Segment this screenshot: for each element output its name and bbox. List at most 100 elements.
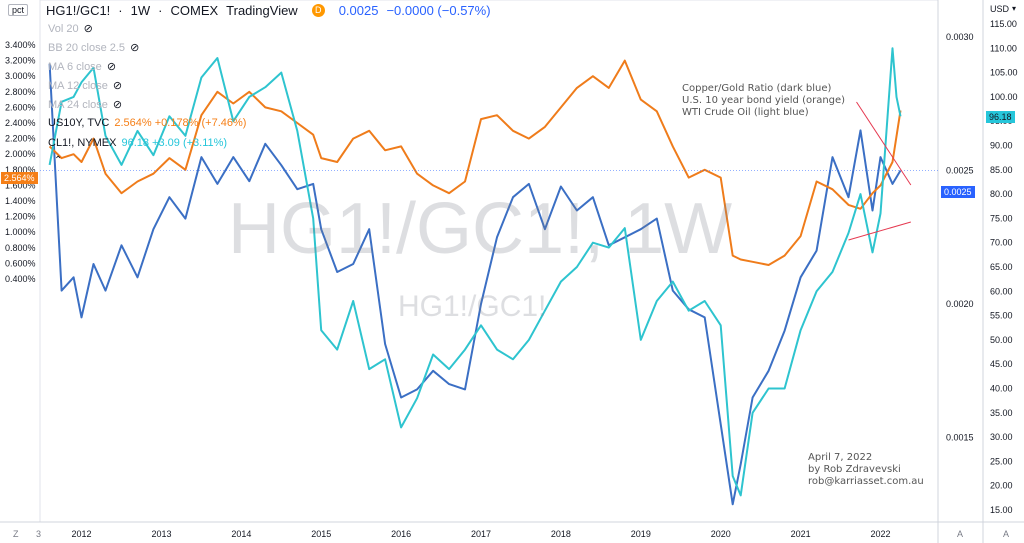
- x-axis-tick: 2019: [631, 529, 651, 539]
- left-axis-tick: 3.000%: [5, 71, 36, 81]
- annotation-line: rob@karriasset.com.au: [808, 476, 924, 487]
- eye-hidden-icon[interactable]: ⊘: [83, 23, 93, 35]
- collapse-legend-icon[interactable]: ⌃: [54, 155, 63, 166]
- header-price: 0.0025: [338, 3, 379, 18]
- left-axis-tick: 0.600%: [5, 258, 36, 268]
- us10y-series-line: [48, 59, 902, 266]
- left-axis-tick: 1.800%: [5, 165, 36, 175]
- watermark-large: HG1!/GC1!, 1W: [228, 189, 733, 269]
- left-axis-tick: 1.200%: [5, 212, 36, 222]
- header-separator: ·: [118, 3, 123, 18]
- left-axis-unit-button[interactable]: pct: [8, 4, 29, 16]
- indicator-label: MA 12 close: [48, 79, 108, 92]
- annotation-line: by Rob Zdravevski: [808, 464, 901, 475]
- x-axis-tick: 2016: [391, 529, 411, 539]
- right-axis-tick: 25.00: [990, 456, 1013, 466]
- copper-gold-series-line: [48, 63, 902, 506]
- eye-hidden-icon[interactable]: ⊘: [130, 42, 140, 54]
- right-axis-tick: 35.00: [990, 408, 1013, 418]
- series-legend-name: CL1!, NYMEX: [48, 137, 117, 149]
- right-axis-tick: 110.00: [990, 43, 1017, 53]
- left-axis-tick: 1.000%: [5, 227, 36, 237]
- x-axis-tick: 2014: [231, 529, 251, 539]
- annotation-line: Copper/Gold Ratio (dark blue): [682, 83, 832, 94]
- corner-right-button[interactable]: A: [1003, 529, 1010, 539]
- eye-hidden-icon[interactable]: ⊘: [112, 80, 123, 92]
- left-axis-tick: 3.400%: [5, 40, 36, 50]
- x-axis-tick: 2018: [551, 529, 571, 539]
- series-legend-value: 2.564% +0.178% (+7.46%): [114, 117, 247, 129]
- annotation-line: April 7, 2022: [808, 452, 873, 463]
- chart-annotation-signature: April 7, 2022 by Rob Zdravevski rob@karr…: [808, 452, 924, 488]
- right-axis-tick: 75.00: [990, 213, 1013, 223]
- right-axis-tick: 85.00: [990, 165, 1013, 175]
- series-legend-name: US10Y, TVC: [48, 117, 110, 129]
- delayed-badge[interactable]: D: [311, 4, 325, 17]
- series-legend-us10y[interactable]: US10Y, TVC 2.564% +0.178% (+7.46%): [48, 117, 246, 129]
- left-axis-tick: 2.000%: [5, 149, 36, 159]
- right-axis-tick: 30.00: [990, 432, 1013, 442]
- indicator-label: Vol 20: [48, 22, 79, 35]
- left-axis-tick: 0.800%: [5, 243, 36, 253]
- corner-left-button[interactable]: Z: [13, 529, 19, 539]
- right-axis-tick: 50.00: [990, 335, 1013, 345]
- right-axis-tick: 105.00: [990, 68, 1018, 78]
- indicator-ma6[interactable]: MA 6 close ⊘: [48, 60, 117, 74]
- eye-hidden-icon[interactable]: ⊘: [106, 61, 117, 73]
- symbol-title[interactable]: HG1!/GC1!: [46, 3, 111, 18]
- series-legend-value: 96.18 +3.09 (+3.11%): [121, 137, 228, 149]
- chart-annotation-legend: Copper/Gold Ratio (dark blue) U.S. 10 ye…: [682, 83, 845, 119]
- right-axis-tick: 65.00: [990, 262, 1013, 272]
- indicator-ma12[interactable]: MA 12 close ⊘: [48, 79, 123, 93]
- x-axis-tick: 2017: [471, 529, 491, 539]
- trendline: [848, 221, 911, 241]
- exchange-label: COMEX: [170, 3, 219, 18]
- indicator-label: MA 24 close: [48, 98, 108, 111]
- right-axis-tick: 100.00: [990, 92, 1018, 102]
- watermark-small: HG1!/GC1!: [398, 290, 547, 323]
- right-axis-tick: 80.00: [990, 189, 1013, 199]
- eye-hidden-icon[interactable]: ⊘: [112, 99, 123, 111]
- right-axis-tick: 20.00: [990, 481, 1013, 491]
- x-axis-left-fragment: 3: [36, 529, 42, 539]
- series-legend-crude[interactable]: CL1!, NYMEX 96.18 +3.09 (+3.11%): [48, 137, 227, 149]
- right-axis-tick: 55.00: [990, 311, 1013, 321]
- mid-axis-tick: 0.0025: [946, 166, 974, 176]
- right-axis-tick: 115.00: [990, 19, 1017, 29]
- x-axis-tick: 2022: [870, 529, 890, 539]
- right-axis-unit-button[interactable]: USD: [990, 4, 1010, 14]
- corner-mid-button[interactable]: A: [957, 529, 964, 539]
- indicator-vol[interactable]: Vol 20 ⊘: [48, 22, 93, 36]
- right-axis-tick: 15.00: [990, 505, 1013, 515]
- x-axis-tick: 2012: [72, 529, 92, 539]
- mid-axis-tick: 0.0015: [946, 433, 974, 443]
- header-change: −0.0000 (−0.57%): [386, 3, 491, 18]
- header-separator: ·: [158, 3, 163, 18]
- x-axis-tick: 2020: [711, 529, 731, 539]
- indicator-label: BB 20 close 2.5: [48, 41, 126, 54]
- indicator-label: MA 6 close: [48, 60, 102, 73]
- crude-oil-series-line: [48, 47, 902, 497]
- left-axis-tick: 1.600%: [5, 180, 36, 190]
- indicator-bb[interactable]: BB 20 close 2.5 ⊘: [48, 41, 140, 55]
- chevron-down-icon[interactable]: ▾: [1012, 4, 1017, 13]
- interval-label[interactable]: 1W: [130, 3, 151, 18]
- left-axis-tick: 2.400%: [5, 118, 36, 128]
- right-axis-tick: 90.00: [990, 141, 1013, 151]
- right-axis-tick: 70.00: [990, 238, 1013, 248]
- right-axis-tick: 40.00: [990, 384, 1013, 394]
- left-axis-tick: 2.800%: [5, 87, 36, 97]
- annotation-line: U.S. 10 year bond yield (orange): [682, 95, 846, 106]
- left-axis-tick: 1.400%: [5, 196, 36, 206]
- chart-header: HG1!/GC1! · 1W · COMEX TradingView D 0.0…: [46, 3, 491, 18]
- annotation-line: WTI Crude Oil (light blue): [682, 107, 809, 118]
- left-axis-tick: 2.600%: [5, 102, 36, 112]
- indicator-ma24[interactable]: MA 24 close ⊘: [48, 98, 123, 112]
- left-axis-tick: 0.400%: [5, 274, 36, 284]
- mid-axis-tick: 0.0020: [946, 299, 974, 309]
- left-axis-tick: 3.200%: [5, 56, 36, 66]
- trendline: [856, 101, 912, 186]
- mid-axis-tick: 0.0030: [946, 32, 974, 42]
- x-axis-tick: 2013: [151, 529, 171, 539]
